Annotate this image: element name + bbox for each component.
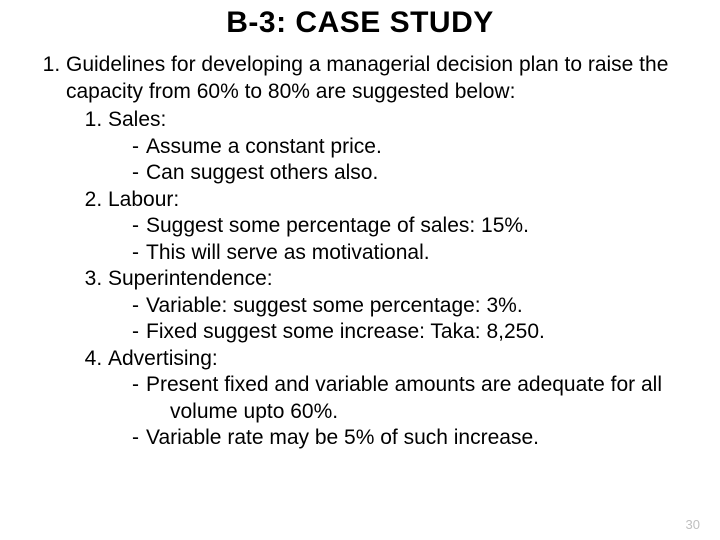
dash-point: Can suggest others also. <box>132 160 702 187</box>
dash-point: Variable: suggest some percentage: 3%. <box>132 293 702 320</box>
sub-heading: Superintendence: <box>108 267 273 290</box>
dash-text: Variable: suggest some percentage: 3%. <box>146 294 523 317</box>
dash-text: Suggest some percentage of sales: 15%. <box>146 214 529 237</box>
dash-list: Present fixed and variable amounts are a… <box>108 372 702 452</box>
dash-list: Suggest some percentage of sales: 15%. T… <box>108 213 702 266</box>
dash-point: Fixed suggest some increase: Taka: 8,250… <box>132 319 702 346</box>
page-number: 30 <box>686 517 700 532</box>
sub-heading: Labour: <box>108 188 179 211</box>
top-list-item: Guidelines for developing a managerial d… <box>66 52 702 452</box>
sub-item-advertising: Advertising: Present fixed and variable … <box>108 346 702 452</box>
dash-point: Assume a constant price. <box>132 134 702 161</box>
dash-point: Variable rate may be 5% of such increase… <box>132 425 702 452</box>
dash-text: Assume a constant price. <box>146 135 382 158</box>
dash-text: Fixed suggest some increase: Taka: 8,250… <box>146 320 545 343</box>
dash-text: Present fixed and variable amounts are a… <box>146 373 662 396</box>
sub-item-labour: Labour: Suggest some percentage of sales… <box>108 187 702 267</box>
slide-title: B-3: CASE STUDY <box>0 6 720 40</box>
dash-text: Can suggest others also. <box>146 161 378 184</box>
sub-heading: Advertising: <box>108 347 218 370</box>
intro-text: Guidelines for developing a managerial d… <box>66 52 702 105</box>
dash-text: This will serve as motivational. <box>146 241 430 264</box>
sub-heading: Sales: <box>108 108 166 131</box>
dash-point: Present fixed and variable amounts are a… <box>132 372 702 425</box>
slide-body: Guidelines for developing a managerial d… <box>18 52 702 452</box>
dash-point: This will serve as motivational. <box>132 240 702 267</box>
dash-text: Variable rate may be 5% of such increase… <box>146 426 539 449</box>
dash-continuation: volume upto 60%. <box>146 399 702 426</box>
sub-item-superintendence: Superintendence: Variable: suggest some … <box>108 266 702 346</box>
dash-list: Variable: suggest some percentage: 3%. F… <box>108 293 702 346</box>
dash-point: Suggest some percentage of sales: 15%. <box>132 213 702 240</box>
dash-list: Assume a constant price. Can suggest oth… <box>108 134 702 187</box>
sub-item-sales: Sales: Assume a constant price. Can sugg… <box>108 107 702 187</box>
